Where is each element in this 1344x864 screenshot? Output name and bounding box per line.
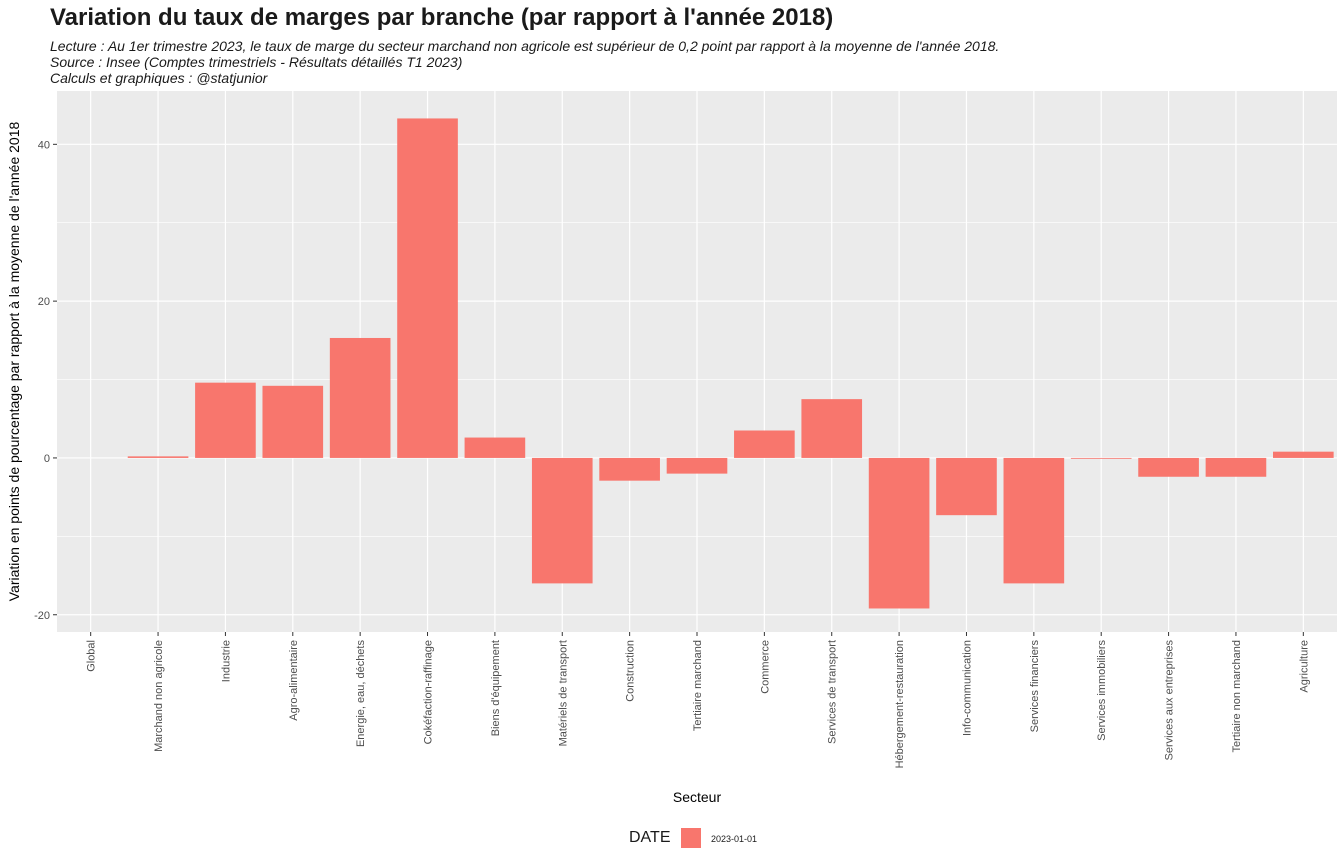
bar: [127, 456, 189, 458]
bar: [1138, 457, 1199, 477]
bar: [262, 385, 324, 458]
chart-subtitle: Lecture : Au 1er trimestre 2023, le taux…: [50, 38, 999, 86]
subtitle-credits: Calculs et graphiques : @statjunior: [50, 70, 268, 86]
bar: [195, 382, 256, 458]
x-tick-label: Services immobiliers: [1096, 640, 1108, 741]
legend-title: DATE: [629, 829, 671, 846]
legend-key-swatch: [681, 828, 701, 848]
x-tick-label: Tertiaire marchand: [692, 640, 704, 731]
x-axis-title: Secteur: [673, 789, 722, 805]
y-axis-title: Variation en points de pourcentage par r…: [6, 122, 22, 602]
bar: [397, 118, 458, 458]
x-tick-label: Info-communication: [961, 640, 973, 736]
subtitle-source: Source : Insee (Comptes trimestriels - R…: [50, 54, 463, 70]
bar: [666, 457, 728, 474]
x-tick-label: Energie, eau, déchets: [355, 640, 367, 748]
bar: [936, 457, 997, 516]
subtitle-reading-note: Lecture : Au 1er trimestre 2023, le taux…: [50, 38, 1000, 54]
x-tick-label: Construction: [625, 640, 637, 702]
chart-title: Variation du taux de marges par branche …: [50, 4, 834, 31]
bar: [1003, 457, 1065, 584]
bar: [329, 337, 391, 458]
y-tick-label: 40: [38, 139, 50, 151]
bar: [1070, 457, 1132, 459]
bar: [801, 399, 863, 458]
y-tick-label: 20: [38, 296, 50, 308]
x-tick-label: Services financiers: [1029, 640, 1041, 733]
x-tick-label: Services de transport: [827, 640, 839, 744]
x-tick-label: Tertiaire non marchand: [1231, 640, 1243, 753]
x-tick-label: Global: [86, 640, 98, 672]
x-tick-label: Hébergement-restauration: [894, 640, 906, 768]
bar: [531, 457, 593, 584]
bar: [734, 430, 795, 458]
bar: [1273, 451, 1334, 458]
y-tick-label: -20: [34, 610, 50, 622]
legend-label: 2023-01-01: [711, 834, 758, 844]
y-tick-label: 0: [44, 453, 50, 465]
x-tick-label: Commerce: [759, 640, 771, 694]
bar: [868, 457, 930, 609]
x-tick-label: Matériels de transport: [557, 640, 569, 746]
x-tick-label: Agriculture: [1298, 640, 1310, 693]
x-tick-label: Industrie: [220, 640, 232, 682]
x-tick-label: Agro-alimentaire: [288, 640, 300, 721]
bar: [599, 457, 660, 481]
x-tick-label: Cokéfaction-raffinage: [423, 640, 435, 744]
bar: [1205, 457, 1267, 477]
x-tick-label: Services aux entreprises: [1164, 640, 1176, 761]
bar: [464, 437, 526, 458]
x-tick-label: Biens d'équipement: [490, 640, 502, 736]
x-tick-label: Marchand non agricole: [153, 640, 165, 752]
